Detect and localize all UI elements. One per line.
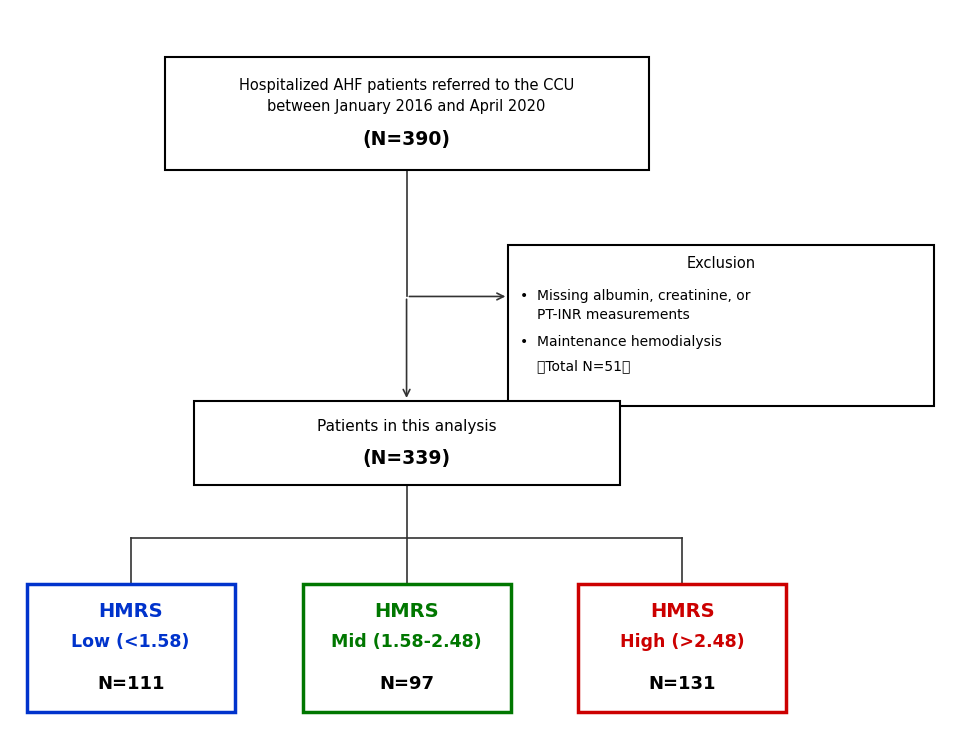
FancyBboxPatch shape — [27, 584, 234, 712]
Text: PT-INR measurements: PT-INR measurements — [537, 307, 690, 322]
Text: Low (<1.58): Low (<1.58) — [72, 633, 190, 651]
Text: N=111: N=111 — [97, 676, 165, 693]
Text: (N=390): (N=390) — [363, 130, 450, 149]
Text: Hospitalized AHF patients referred to the CCU: Hospitalized AHF patients referred to th… — [239, 78, 574, 93]
Text: Maintenance hemodialysis: Maintenance hemodialysis — [537, 335, 722, 349]
Text: Patients in this analysis: Patients in this analysis — [317, 419, 497, 434]
Text: HMRS: HMRS — [99, 602, 163, 621]
FancyBboxPatch shape — [578, 584, 786, 712]
Text: Exclusion: Exclusion — [686, 256, 756, 271]
FancyBboxPatch shape — [165, 57, 649, 171]
Text: Mid (1.58-2.48): Mid (1.58-2.48) — [331, 633, 482, 651]
FancyBboxPatch shape — [302, 584, 511, 712]
Text: •: • — [520, 335, 529, 349]
Text: between January 2016 and April 2020: between January 2016 and April 2020 — [267, 99, 546, 113]
Text: Missing albumin, creatinine, or: Missing albumin, creatinine, or — [537, 289, 751, 304]
FancyBboxPatch shape — [508, 245, 934, 406]
Text: •: • — [520, 289, 529, 304]
Text: （Total N=51）: （Total N=51） — [537, 359, 630, 373]
Text: HMRS: HMRS — [650, 602, 714, 621]
Text: (N=339): (N=339) — [362, 449, 451, 468]
Text: HMRS: HMRS — [375, 602, 439, 621]
Text: N=97: N=97 — [379, 676, 434, 693]
Text: High (>2.48): High (>2.48) — [620, 633, 744, 651]
Text: N=131: N=131 — [649, 676, 716, 693]
FancyBboxPatch shape — [194, 401, 620, 485]
